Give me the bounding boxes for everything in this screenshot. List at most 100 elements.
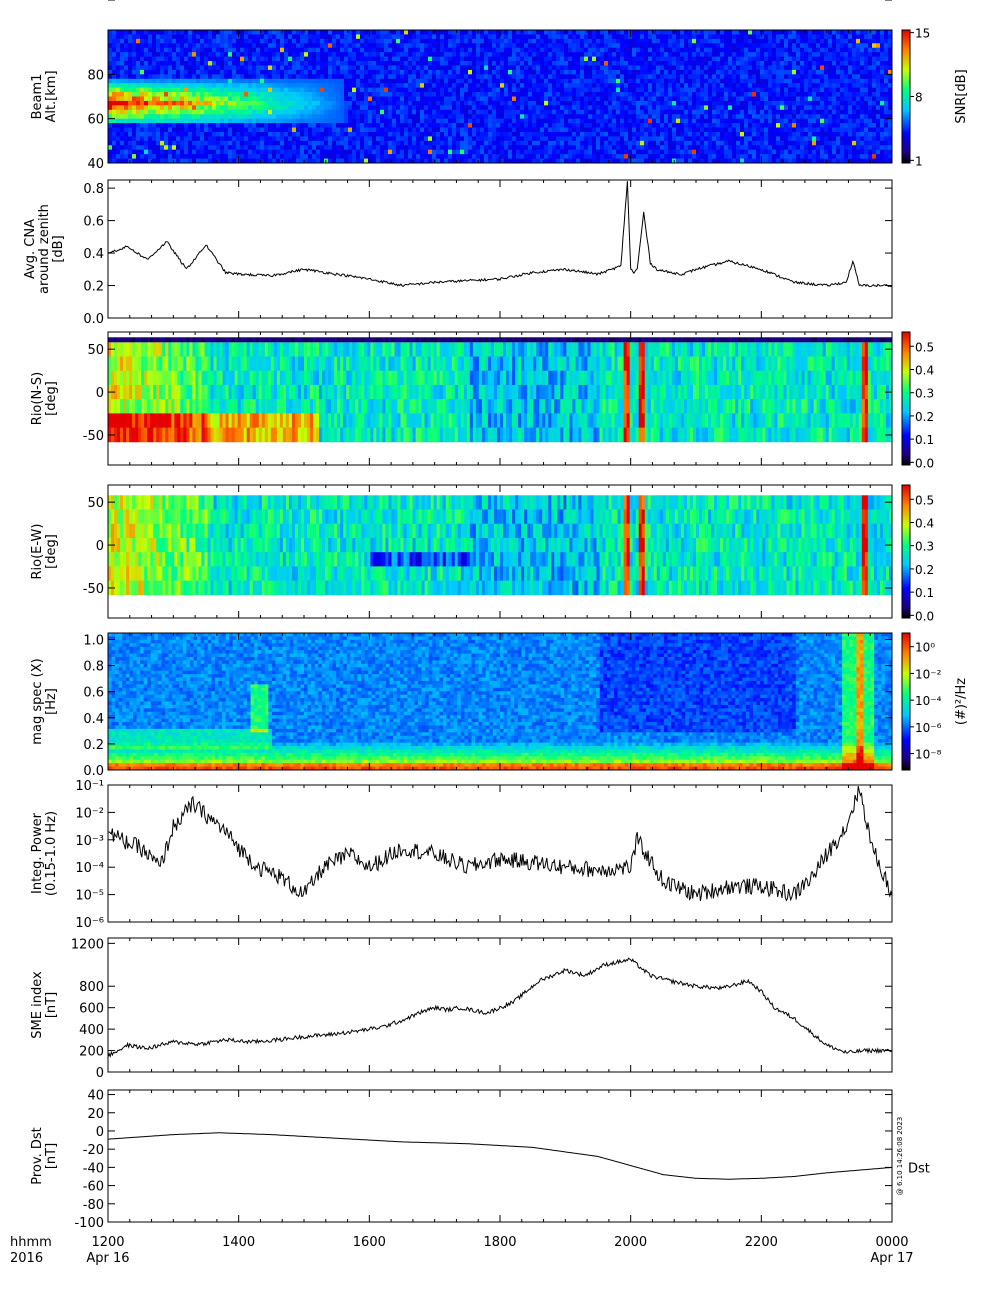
- x-axis-row1-label: hhmm: [10, 1235, 52, 1250]
- y-tick-label: 0.0: [83, 312, 104, 327]
- colorbar: [901, 331, 911, 466]
- colorbar-tick-label: 0.3: [915, 387, 934, 401]
- colorbar-tick-label: 10⁻⁴: [915, 694, 942, 708]
- y-tick-label: 400: [79, 1023, 104, 1038]
- colorbar-tick-label: 0.1: [915, 433, 934, 447]
- heatmap-cells: [108, 337, 893, 443]
- y-axis-label: Alt.[km]: [44, 70, 59, 122]
- colorbar-tick-label: 0.1: [915, 586, 934, 600]
- colorbar-tick-label: 1: [915, 154, 923, 168]
- y-tick-label: 50: [87, 343, 104, 358]
- y-axis-label: Integ. Power: [30, 812, 45, 894]
- series-line-7: [107, 957, 893, 1058]
- y-tick-label: 0.0: [83, 764, 104, 779]
- panel-frame-8: [107, 1089, 893, 1223]
- y-tick-label: 1200: [71, 937, 104, 952]
- panel-frame-7: [107, 937, 893, 1073]
- y-tick-label: 10⁻²: [75, 806, 104, 821]
- colorbar-label: SNR[dB]: [954, 69, 969, 123]
- y-axis-label: Avg. CNA: [23, 219, 38, 279]
- colorbar: [901, 632, 911, 771]
- y-axis-label: Rio(E-W): [30, 524, 45, 580]
- x-tick-label: 2000: [614, 1235, 647, 1250]
- series-line-8: [107, 1132, 893, 1180]
- y-tick-label: 0.4: [83, 712, 104, 727]
- y-tick-label: 800: [79, 980, 104, 995]
- colorbar-tick-label: 10⁻⁸: [915, 748, 942, 762]
- colorbar-tick-label: 0.5: [915, 340, 934, 354]
- x-tick-label: 1600: [353, 1235, 386, 1250]
- colorbar-tick-label: 0.2: [915, 410, 934, 424]
- y-axis-label: Rio(N-S): [30, 372, 45, 425]
- x-tick-label: 2200: [745, 1235, 778, 1250]
- y-axis-label: [deg]: [44, 381, 59, 416]
- y-tick-label: 0.8: [83, 182, 104, 197]
- x-tick-label: 1400: [222, 1235, 255, 1250]
- colorbar-tick-label: 0.5: [915, 493, 934, 507]
- y-axis-label: [nT]: [44, 992, 59, 1018]
- y-tick-label: -100: [74, 1216, 104, 1231]
- y-tick-label: 20: [87, 1107, 104, 1122]
- y-tick-label: 10⁻⁶: [75, 916, 104, 931]
- colorbar-tick-label: 0.3: [915, 540, 934, 554]
- x-tick-label: 1200: [91, 1235, 124, 1250]
- colorbar-tick-label: 10⁻⁶: [915, 721, 942, 735]
- x-date-end: Apr 17: [870, 1251, 913, 1266]
- y-tick-label: -80: [83, 1198, 104, 1213]
- colorbar: [901, 484, 911, 619]
- heatmap-cells: [108, 633, 893, 771]
- y-tick-label: 40: [87, 157, 104, 172]
- y-axis-label: [nT]: [44, 1143, 59, 1169]
- y-axis-label: [Hz]: [44, 688, 59, 715]
- y-tick-label: 0.2: [83, 280, 104, 295]
- y-axis-label: [dB]: [51, 235, 66, 262]
- y-tick-label: 200: [79, 1045, 104, 1060]
- y-tick-label: -20: [83, 1143, 104, 1158]
- y-axis-label: [deg]: [44, 534, 59, 569]
- y-tick-label: 0: [96, 1125, 104, 1140]
- y-tick-label: -50: [83, 582, 104, 597]
- y-axis-label: around zenith: [37, 204, 52, 294]
- y-axis-label: (0.15-1.0 Hz): [44, 811, 59, 896]
- y-tick-label: 0: [96, 386, 104, 401]
- series-label-dst: Dst: [908, 1161, 930, 1176]
- y-tick-label: 40: [87, 1089, 104, 1104]
- y-tick-label: 50: [87, 496, 104, 511]
- colorbar-tick-label: 0.0: [915, 456, 934, 470]
- y-tick-label: 10⁻⁴: [75, 861, 104, 876]
- y-tick-label: 0.8: [83, 660, 104, 675]
- x-date-start: Apr 16: [86, 1251, 129, 1266]
- timestamp-stamp: @ 6.10 14:26:08 2023: [896, 1117, 904, 1196]
- y-tick-label: -60: [83, 1180, 104, 1195]
- y-tick-label: 10⁻¹: [75, 779, 104, 794]
- y-tick-label: -50: [83, 429, 104, 444]
- y-tick-label: 600: [79, 1002, 104, 1017]
- y-axis-label: Prov. Dst: [30, 1127, 45, 1184]
- y-tick-label: 100: [79, 0, 104, 4]
- colorbar-tick-label: 8: [915, 91, 923, 105]
- x-tick-label: 0000: [875, 1235, 908, 1250]
- colorbar-tick-label: 15: [915, 27, 930, 41]
- y-tick-label: 0.2: [83, 738, 104, 753]
- y-axis-label: Beam1: [30, 74, 45, 120]
- heatmap-cells: [108, 495, 893, 596]
- y-tick-label: 0.6: [83, 686, 104, 701]
- x-axis-row2-label: 2016: [10, 1251, 43, 1266]
- x-tick-label: 1800: [483, 1235, 516, 1250]
- y-axis-label: SME index: [30, 971, 45, 1039]
- y-tick-label: 0.4: [83, 247, 104, 262]
- colorbar-tick-label: 10⁰: [915, 641, 935, 655]
- series-line-2: [107, 181, 893, 288]
- y-axis-label: mag spec (X): [30, 658, 45, 744]
- y-tick-label: 0: [96, 1066, 104, 1081]
- y-tick-label: 60: [87, 113, 104, 128]
- colorbar-tick-label: 0.4: [915, 516, 934, 530]
- y-tick-label: 10⁻⁵: [75, 889, 104, 904]
- y-tick-label: 0.6: [83, 215, 104, 230]
- colorbar-tick-label: 10⁻²: [915, 667, 942, 681]
- y-tick-label: 1000: [71, 0, 104, 4]
- colorbar: [901, 29, 911, 164]
- heatmap-cells: [108, 30, 893, 164]
- y-tick-label: 80: [87, 68, 104, 83]
